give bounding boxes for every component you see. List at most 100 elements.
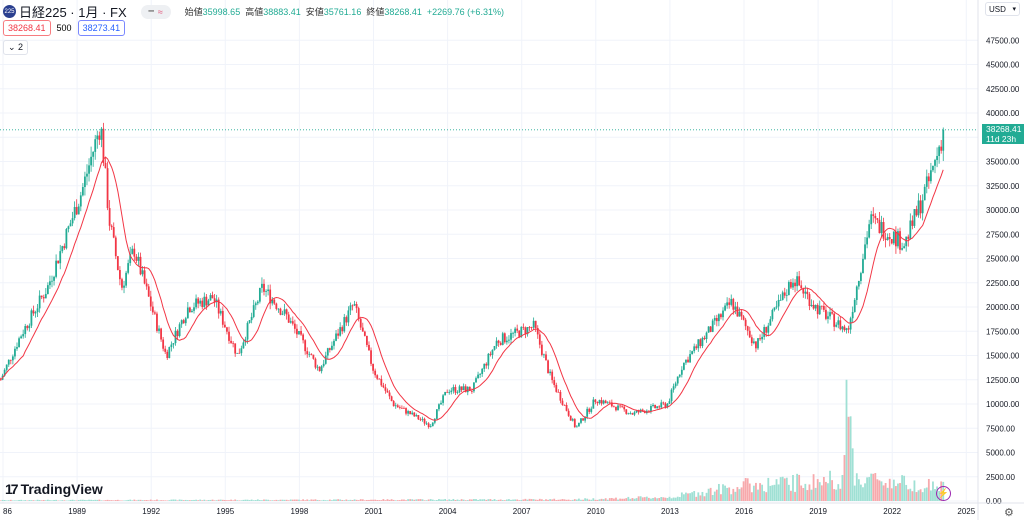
candle-body <box>742 316 745 320</box>
volume-bar <box>668 496 671 501</box>
x-tick-label: 2007 <box>513 507 531 516</box>
volume-bar <box>728 487 731 501</box>
candle-body <box>810 304 813 306</box>
candle-body <box>322 363 325 367</box>
volume-bar <box>781 476 784 501</box>
candle-body <box>705 332 708 340</box>
candle-body <box>166 351 169 358</box>
volume-bar <box>275 499 278 501</box>
volume-bar <box>590 499 593 501</box>
candle-body <box>674 383 677 387</box>
volume-bar <box>18 499 20 501</box>
volume-bar <box>934 489 936 501</box>
candle-body <box>847 328 850 330</box>
volume-bar <box>759 483 761 501</box>
candle-body <box>18 338 20 348</box>
volume-bar <box>483 499 486 501</box>
candle-body <box>98 135 101 140</box>
candle-body <box>351 305 354 307</box>
volume-bar <box>849 416 852 501</box>
volume-bar <box>808 484 811 501</box>
volume-bar <box>670 498 673 501</box>
volume-bar <box>643 497 646 501</box>
candle-body <box>306 351 309 355</box>
x-tick-label: 1995 <box>216 507 234 516</box>
volume-bar <box>71 499 74 501</box>
candle-body <box>921 200 924 214</box>
candle-body <box>390 396 393 402</box>
volume-bar <box>540 499 543 501</box>
volume-bar <box>514 499 517 501</box>
volume-bar <box>777 484 780 501</box>
candle-body <box>254 303 257 306</box>
y-tick-label: 30000.00 <box>986 206 1020 215</box>
volume-bar <box>882 485 885 501</box>
volume-bar <box>785 477 788 501</box>
volume-bar <box>236 500 239 501</box>
volume-bar <box>516 499 519 501</box>
volume-bar <box>903 475 906 501</box>
volume-bar <box>435 500 438 501</box>
volume-bar <box>487 499 490 501</box>
volume-bar <box>771 485 774 501</box>
candle-body <box>687 359 689 363</box>
candle-body <box>613 406 615 408</box>
candle-body <box>845 328 848 331</box>
candle-body <box>475 378 477 383</box>
volume-bar <box>403 499 405 501</box>
volume-bar <box>178 499 181 501</box>
volume-bar <box>631 498 634 501</box>
candle-body <box>499 342 502 345</box>
currency-select[interactable]: USD ▾ <box>985 2 1020 16</box>
volume-bar <box>256 499 259 501</box>
candle-body <box>518 330 521 338</box>
candle-body <box>108 208 111 226</box>
candle-body <box>662 402 665 404</box>
volume-bar <box>438 499 440 501</box>
candle-body <box>808 294 811 306</box>
volume-bar <box>38 500 41 501</box>
candle-body <box>534 320 537 329</box>
candle-body <box>176 330 179 337</box>
candle-body <box>285 309 288 315</box>
volume-bar <box>742 481 745 501</box>
volume-bar <box>339 499 342 501</box>
tradingview-logo[interactable]: 17 TradingView <box>5 481 103 497</box>
symbol-title[interactable]: 日経225 · 1月 · FX <box>19 5 127 20</box>
last-price: 38268.41 <box>986 124 1022 134</box>
volume-bar <box>343 500 346 501</box>
settings-gear-icon[interactable]: ⚙ <box>1004 507 1014 519</box>
volume-bar <box>382 499 385 501</box>
candle-body <box>763 327 766 337</box>
volume-bar <box>761 484 764 501</box>
volume-bar <box>448 499 451 501</box>
volume-bar <box>835 489 838 501</box>
candle-body <box>911 220 914 226</box>
indicator-row[interactable]: 38268.41 500 38273.41 <box>3 20 126 36</box>
lightning-icon[interactable]: ⚡ <box>936 486 951 501</box>
volume-bar <box>868 477 871 501</box>
legend-toggle[interactable]: ━ ≈ <box>140 4 171 19</box>
candle-body <box>304 340 307 352</box>
candle-body <box>833 313 836 327</box>
candle-body <box>450 390 453 393</box>
candle-body <box>246 322 249 340</box>
volume-bar <box>559 499 562 501</box>
candle-body <box>36 308 39 313</box>
collapse-indicators-button[interactable]: ⌄ 2 <box>3 40 29 55</box>
candle-body <box>104 162 107 169</box>
candle-body <box>915 209 918 216</box>
candle-body <box>755 341 757 349</box>
volume-bar <box>746 478 749 501</box>
volume-bar <box>604 498 607 501</box>
volume-bar <box>701 491 704 501</box>
volume-bar <box>841 475 844 501</box>
volume-bar <box>273 500 276 501</box>
volume-bar <box>184 499 187 501</box>
volume-bar <box>279 499 282 501</box>
candle-body <box>831 312 833 314</box>
candle-body <box>874 215 877 219</box>
volume-bar <box>283 499 286 501</box>
volume-bar <box>110 500 113 501</box>
